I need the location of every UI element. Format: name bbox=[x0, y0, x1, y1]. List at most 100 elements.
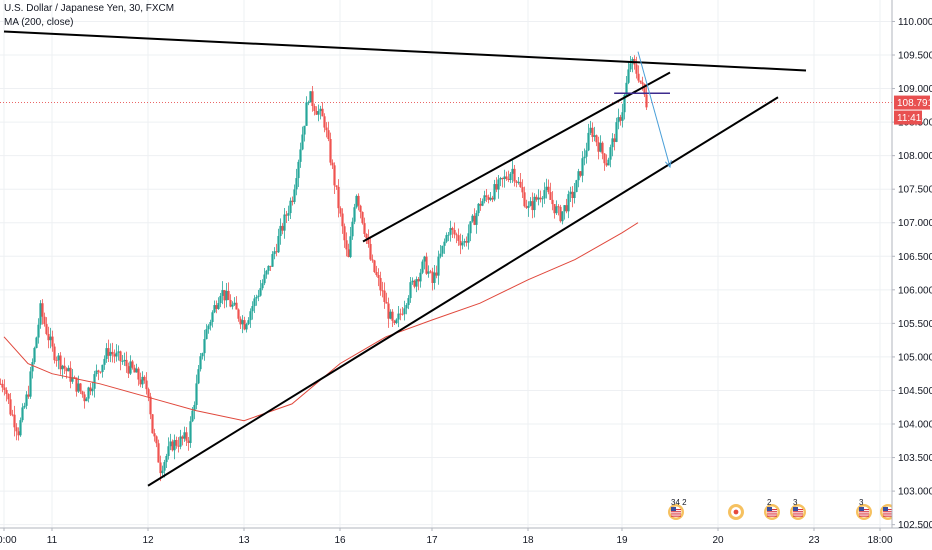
candle-body bbox=[293, 189, 296, 202]
candle-body bbox=[263, 274, 266, 284]
candle-body bbox=[265, 270, 268, 275]
candle-body bbox=[455, 234, 458, 236]
us-flag-icon[interactable]: 2 bbox=[764, 498, 780, 520]
candle-body bbox=[379, 277, 382, 291]
candle-body bbox=[413, 280, 416, 287]
candle-body bbox=[375, 271, 378, 275]
candle-body bbox=[569, 191, 572, 195]
candle-body bbox=[9, 399, 12, 415]
candle-body bbox=[527, 205, 530, 208]
candle-body bbox=[489, 197, 492, 200]
candle-body bbox=[451, 228, 454, 230]
candle-body bbox=[287, 213, 290, 216]
candle-body bbox=[157, 443, 160, 463]
candle-body bbox=[131, 361, 134, 368]
candle-body bbox=[45, 324, 48, 334]
candle-body bbox=[599, 142, 602, 152]
candle-body bbox=[79, 383, 82, 392]
candle-body bbox=[617, 117, 620, 123]
y-tick-label: 110.000 bbox=[898, 17, 932, 28]
candle-body bbox=[475, 213, 478, 225]
candle-body bbox=[311, 91, 314, 107]
candle-body bbox=[167, 446, 170, 456]
candle-body bbox=[89, 387, 92, 392]
candle-body bbox=[435, 272, 438, 276]
marker-count: 3 bbox=[859, 498, 864, 507]
candle-body bbox=[319, 108, 322, 112]
candle-body bbox=[95, 370, 98, 375]
candle-body bbox=[29, 371, 32, 397]
candle-body bbox=[385, 302, 388, 304]
candle-body bbox=[81, 391, 84, 395]
candle-body bbox=[445, 235, 448, 242]
candle-body bbox=[577, 171, 580, 181]
candle-body bbox=[7, 394, 10, 400]
y-tick-label: 107.000 bbox=[898, 218, 932, 229]
candle-body bbox=[415, 279, 418, 287]
candle-body bbox=[53, 346, 56, 361]
us-flag-icon[interactable]: 3 bbox=[856, 498, 872, 520]
candle-body bbox=[117, 351, 120, 353]
candle-body bbox=[641, 82, 644, 85]
us-flag-icon[interactable]: 3 bbox=[790, 498, 806, 520]
candle-body bbox=[27, 394, 30, 397]
event-dot-icon[interactable] bbox=[728, 504, 744, 520]
candle-body bbox=[439, 253, 442, 257]
us-flag-icon[interactable]: 34 2 bbox=[668, 498, 687, 520]
candle-body bbox=[401, 313, 404, 315]
candle-body bbox=[517, 181, 520, 183]
candle-body bbox=[405, 305, 408, 309]
candle-body bbox=[519, 181, 522, 188]
candle-body bbox=[289, 200, 292, 214]
candle-body bbox=[267, 265, 270, 271]
trendline bbox=[362, 71, 671, 243]
candle-body bbox=[245, 324, 248, 330]
trendlines[interactable] bbox=[3, 30, 807, 487]
candle-body bbox=[325, 127, 328, 131]
candle-body bbox=[251, 306, 254, 312]
indicator-label: MA (200, close) bbox=[4, 17, 74, 28]
candle-body bbox=[421, 261, 424, 273]
candle-body bbox=[541, 198, 544, 200]
candle-body bbox=[0, 383, 2, 385]
candle-body bbox=[511, 168, 514, 174]
candle-body bbox=[59, 355, 62, 370]
candle-body bbox=[579, 171, 582, 176]
flag-stripe bbox=[671, 513, 681, 515]
candle-body bbox=[555, 206, 558, 214]
flag-stripe bbox=[883, 511, 893, 513]
symbol-title: U.S. Dollar / Japanese Yen, 30, FXCM bbox=[4, 3, 175, 14]
candle-body bbox=[233, 302, 236, 305]
candle-body bbox=[155, 436, 158, 444]
y-tick-label: 106.000 bbox=[898, 285, 932, 296]
candle-body bbox=[359, 205, 362, 212]
candle-body bbox=[497, 179, 500, 190]
candle-body bbox=[521, 187, 524, 193]
event-markers[interactable]: 34 2 2 3 3 bbox=[668, 498, 896, 520]
flag-stripe bbox=[671, 515, 681, 517]
candle-body bbox=[567, 194, 570, 212]
candle-body bbox=[417, 279, 420, 282]
candle-body bbox=[409, 282, 412, 299]
candle-body bbox=[553, 204, 556, 214]
candle-body bbox=[479, 203, 482, 206]
candle-body bbox=[347, 249, 350, 258]
candle-body bbox=[507, 178, 510, 180]
candle-body bbox=[339, 208, 342, 214]
candle-body bbox=[317, 111, 320, 115]
candle-body bbox=[205, 329, 208, 340]
candle-body bbox=[285, 214, 288, 216]
candle-body bbox=[345, 240, 348, 250]
candle-body bbox=[327, 130, 330, 140]
moving-average bbox=[3, 222, 639, 422]
candle-body bbox=[341, 213, 344, 227]
marker-count: 3 bbox=[793, 498, 798, 507]
price-scale-bg bbox=[892, 0, 932, 550]
candle-body bbox=[51, 336, 54, 347]
candle-body bbox=[283, 214, 286, 231]
candle-body bbox=[229, 299, 232, 307]
candle-body bbox=[13, 414, 16, 428]
candle-body bbox=[237, 309, 240, 319]
